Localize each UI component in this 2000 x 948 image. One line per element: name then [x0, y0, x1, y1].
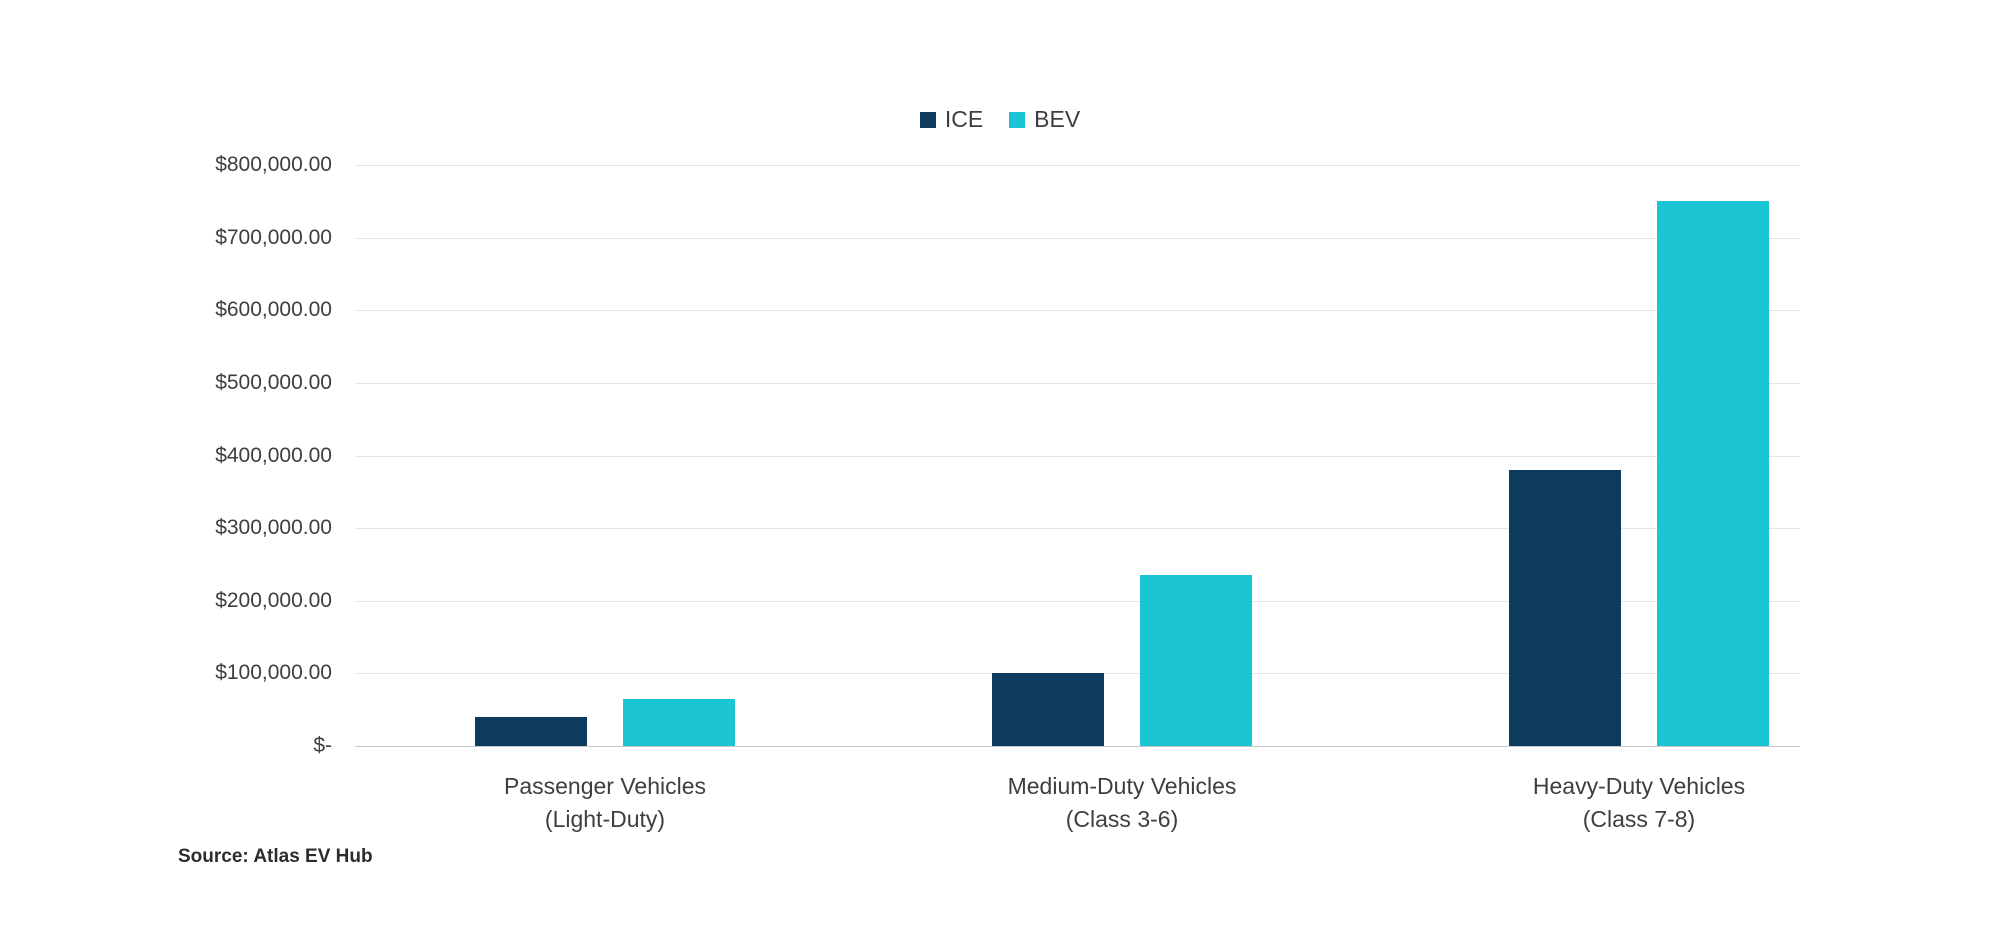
- bar-ice-0: [475, 716, 587, 746]
- y-tick-label: $300,000.00: [215, 516, 332, 540]
- x-axis-line: [355, 746, 1800, 747]
- y-tick-label: $200,000.00: [215, 588, 332, 612]
- y-gridline: [355, 237, 1800, 239]
- x-category-label-line: (Class 3-6): [1065, 806, 1179, 832]
- legend-swatch-icon: [1009, 111, 1026, 128]
- bar-group-1: [992, 165, 1252, 746]
- x-category-label-line: Passenger Vehicles: [503, 773, 707, 799]
- chart-legend: ICE BEV: [0, 106, 2000, 133]
- y-gridline: [355, 310, 1800, 312]
- source-note: Source: Atlas EV Hub: [178, 846, 373, 867]
- x-axis-labels: Passenger Vehicles (Light-Duty) Medium-Dut…: [355, 770, 1800, 840]
- bar-group-0: [475, 165, 735, 746]
- x-category-label-2: Heavy-Duty Vehicles (Class 7-8): [1533, 770, 1745, 836]
- legend-swatch-icon: [919, 111, 936, 128]
- x-category-label-line: (Light-Duty): [544, 806, 666, 832]
- y-gridline: [355, 600, 1800, 602]
- legend-item-bev: BEV: [1009, 106, 1080, 133]
- x-category-label-line: (Class 7-8): [1582, 806, 1696, 832]
- bar-ice-2: [1509, 470, 1621, 746]
- y-gridline: [355, 382, 1800, 384]
- y-tick-label: $800,000.00: [215, 153, 332, 176]
- legend-label: ICE: [944, 106, 984, 132]
- y-tick-label: $100,000.00: [215, 661, 332, 685]
- x-category-label-1: Medium-Duty Vehicles (Class 3-6): [1008, 770, 1237, 836]
- x-category-label-line: Medium-Duty Vehicles: [1007, 773, 1237, 799]
- plot-area: $800,000.00 $700,000.00 $600,000.00 $500,00…: [215, 153, 1800, 757]
- y-gridline: [355, 528, 1800, 530]
- bar-bev-2: [1657, 201, 1769, 746]
- y-tick-label: $600,000.00: [215, 298, 332, 322]
- y-gridline: [355, 165, 1800, 166]
- legend-item-ice: ICE: [919, 106, 984, 133]
- x-category-label-line: Heavy-Duty Vehicles: [1532, 773, 1746, 799]
- bar-bev-1: [1140, 575, 1252, 746]
- y-tick-label: $400,000.00: [215, 443, 332, 467]
- y-tick-label: $500,000.00: [215, 370, 332, 394]
- bar-bev-0: [623, 698, 735, 746]
- legend-label: BEV: [1034, 106, 1081, 132]
- y-gridline: [355, 455, 1800, 457]
- bar-ice-1: [992, 673, 1104, 746]
- y-tick-label: $700,000.00: [215, 225, 332, 249]
- bars-row: [355, 165, 1800, 746]
- x-category-label-0: Passenger Vehicles (Light-Duty): [504, 770, 706, 836]
- y-tick-label: $-: [313, 734, 332, 757]
- bar-group-2: [1509, 165, 1769, 746]
